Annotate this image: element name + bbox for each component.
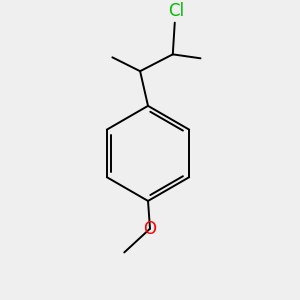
Text: Cl: Cl (168, 2, 184, 20)
Text: O: O (143, 220, 157, 238)
